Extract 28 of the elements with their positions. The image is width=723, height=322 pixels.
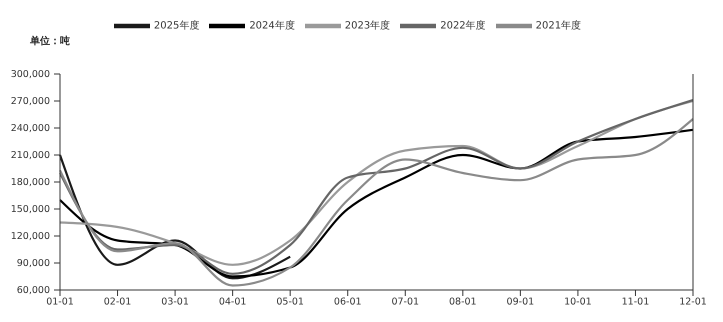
x-tick-label: 03-01 — [161, 296, 189, 308]
x-tick-label: 08-01 — [449, 296, 477, 308]
x-tick-label: 09-01 — [506, 296, 534, 308]
x-tick-label: 04-01 — [218, 296, 246, 308]
y-tick-label: 120,000 — [10, 231, 50, 242]
text: 单位：吨 — [30, 34, 70, 48]
x-tick-label: 05-01 — [276, 296, 304, 308]
x-tick-label: 12-01 — [679, 296, 707, 308]
y-tick-label: 180,000 — [10, 177, 50, 188]
y-tick-label: 60,000 — [16, 285, 50, 296]
legend-label: 2024年度 — [249, 20, 295, 32]
y-tick-label: 240,000 — [10, 123, 50, 134]
y-tick-label: 150,000 — [10, 204, 50, 215]
legend-label: 2023年度 — [344, 20, 390, 32]
legend-label: 2022年度 — [440, 20, 486, 32]
y-tick-label: 210,000 — [10, 150, 50, 161]
x-tick-label: 10-01 — [564, 296, 592, 308]
x-tick-label: 07-01 — [391, 296, 420, 308]
y-tick-label: 300,000 — [10, 69, 50, 80]
y-tick-label: 90,000 — [16, 258, 50, 269]
x-tick-label: 06-01 — [334, 296, 362, 308]
legend-label: 2025年度 — [154, 20, 200, 32]
legend-label: 2021年度 — [536, 20, 582, 32]
x-tick-label: 11-01 — [622, 296, 650, 308]
x-tick-label: 01-01 — [46, 296, 74, 308]
x-tick-label: 02-01 — [104, 296, 132, 308]
line-series — [58, 154, 292, 280]
y-tick-label: 270,000 — [10, 96, 50, 107]
